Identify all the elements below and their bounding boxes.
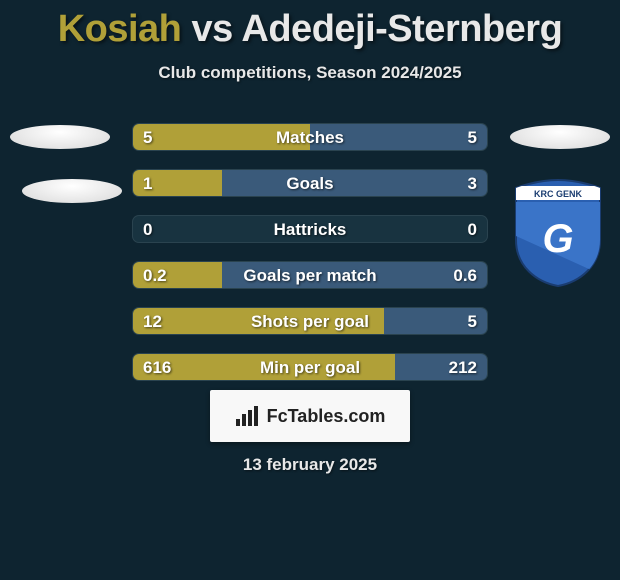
stat-row: 00Hattricks xyxy=(132,215,488,243)
stat-row: 13Goals xyxy=(132,169,488,197)
genk-badge-icon: KRC GENK G xyxy=(508,178,608,288)
stat-row: 616212Min per goal xyxy=(132,353,488,381)
subtitle: Club competitions, Season 2024/2025 xyxy=(0,63,620,83)
stat-row: 0.20.6Goals per match xyxy=(132,261,488,289)
svg-text:KRC GENK: KRC GENK xyxy=(534,189,583,199)
vs-text: vs xyxy=(191,8,232,50)
player1-name: Kosiah xyxy=(58,8,182,50)
svg-text:G: G xyxy=(542,217,573,261)
stat-label: Hattricks xyxy=(133,216,487,243)
comparison-card: Kosiah vs Adedeji-Sternberg Club competi… xyxy=(0,0,620,580)
stat-label: Shots per goal xyxy=(133,308,487,335)
branding-text: FcTables.com xyxy=(267,406,386,427)
stat-row: 55Matches xyxy=(132,123,488,151)
date-text: 13 february 2025 xyxy=(0,455,620,475)
player2-club-badge: KRC GENK G xyxy=(508,178,608,288)
fctables-logo-icon xyxy=(235,405,261,427)
stats-panel: 55Matches 13Goals 00Hattricks 0.20.6Goals p… xyxy=(132,123,488,399)
player1-club-placeholder-1 xyxy=(10,125,110,149)
stat-label: Matches xyxy=(133,124,487,151)
player2-name: Adedeji-Sternberg xyxy=(241,8,562,50)
player2-club-placeholder-1 xyxy=(510,125,610,149)
stat-row: 125Shots per goal xyxy=(132,307,488,335)
stat-label: Goals xyxy=(133,170,487,197)
page-title: Kosiah vs Adedeji-Sternberg xyxy=(0,0,620,51)
branding-badge: FcTables.com xyxy=(210,390,410,442)
stat-label: Goals per match xyxy=(133,262,487,289)
player1-club-placeholder-2 xyxy=(22,179,122,203)
stat-label: Min per goal xyxy=(133,354,487,381)
